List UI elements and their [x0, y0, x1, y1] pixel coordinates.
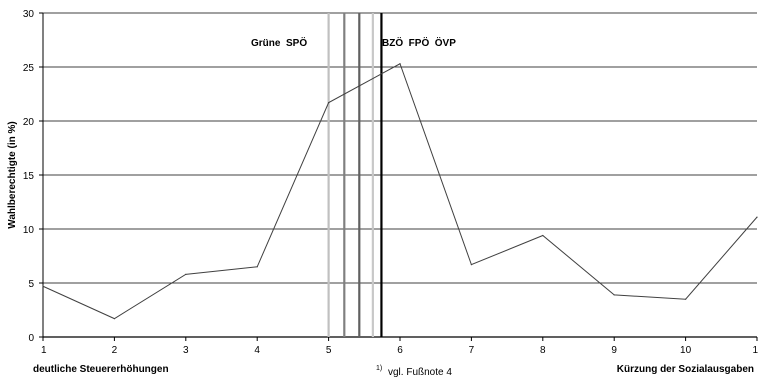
data-point-6: [470, 264, 472, 266]
x-tick-label-8: 9: [611, 345, 617, 356]
x-tick-label-0: 1: [41, 345, 47, 356]
data-point-1: [113, 318, 115, 320]
data-point-0: [42, 285, 44, 287]
x-tick-label-7: 8: [540, 345, 546, 356]
x-tick-label-2: 3: [183, 345, 189, 356]
x-tick-label-4: 5: [326, 345, 332, 356]
x-tick-label-6: 7: [469, 345, 475, 356]
data-point-2: [185, 273, 187, 275]
series-line: [42, 63, 758, 320]
data-point-3: [256, 266, 258, 268]
y-axis-label: Wahlberechtigte (in %): [7, 121, 18, 228]
grid-lines: [39, 12, 758, 341]
reference-lines: [327, 13, 383, 337]
y-tick-label-5: 25: [23, 63, 35, 74]
footnote-text: vgl. Fußnote 4: [388, 367, 452, 378]
x-tick-label-1: 2: [112, 345, 118, 356]
data-point-10: [756, 216, 758, 218]
x-tick-label-10: 1: [752, 345, 758, 356]
party-label-right: BZÖ FPÖ ÖVP: [382, 36, 456, 49]
y-tick-label-6: 30: [23, 9, 35, 20]
y-tick-label-0: 0: [28, 333, 34, 344]
x-tick-label-3: 4: [254, 345, 260, 356]
data-points: [42, 63, 758, 320]
y-tick-label-3: 15: [23, 171, 35, 182]
x-left-end-label: deutliche Steuererhöhungen: [33, 364, 169, 375]
x-right-end-label: Kürzung der Sozialausgaben: [617, 364, 754, 375]
data-point-7: [542, 234, 544, 237]
x-tick-label-5: 6: [397, 345, 403, 356]
y-tick-label-1: 5: [28, 279, 34, 290]
y-tick-label-2: 10: [23, 225, 35, 236]
x-tick-labels: 1 2 3 4 5 6 7 8 9 10 1: [41, 345, 758, 356]
data-point-8: [613, 294, 615, 296]
x-tick-label-9: 10: [680, 345, 692, 356]
party-label-left: Grüne SPÖ: [251, 36, 307, 49]
data-point-9: [685, 298, 687, 300]
data-point-4: [328, 102, 330, 104]
y-tick-labels: 0 5 10 15 20 25 30: [23, 9, 35, 344]
footnote-marker: 1): [376, 365, 382, 372]
data-point-5: [399, 63, 401, 65]
y-tick-label-4: 20: [23, 117, 35, 128]
